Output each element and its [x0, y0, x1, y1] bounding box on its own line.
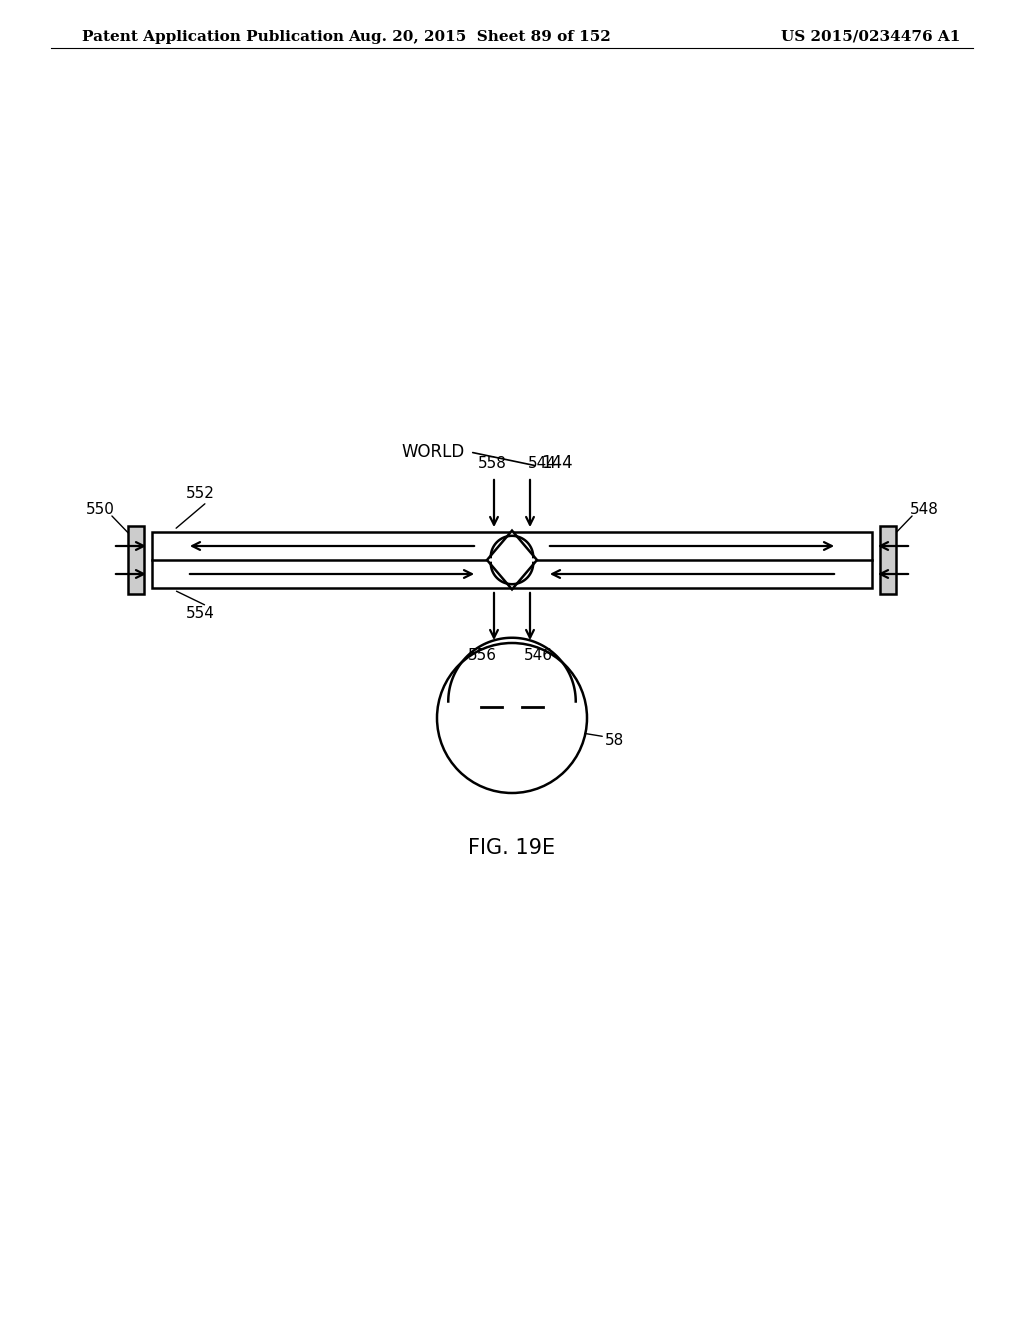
Text: 144: 144 [541, 454, 572, 473]
Text: 544: 544 [527, 457, 556, 471]
Text: 58: 58 [605, 733, 625, 748]
Text: FIG. 19E: FIG. 19E [468, 838, 556, 858]
Text: WORLD: WORLD [401, 444, 465, 461]
Text: 548: 548 [909, 503, 938, 517]
Text: US 2015/0234476 A1: US 2015/0234476 A1 [780, 30, 961, 44]
Text: 554: 554 [185, 606, 214, 620]
Bar [152, 532, 872, 587]
Text: 558: 558 [477, 457, 507, 471]
Text: 550: 550 [86, 503, 115, 517]
Text: Aug. 20, 2015  Sheet 89 of 152: Aug. 20, 2015 Sheet 89 of 152 [348, 30, 611, 44]
Text: 552: 552 [185, 487, 214, 502]
Text: 556: 556 [468, 648, 497, 664]
Text: 546: 546 [523, 648, 553, 664]
Circle shape [437, 643, 587, 793]
Bar [128, 525, 144, 594]
Bar [880, 525, 896, 594]
Text: Patent Application Publication: Patent Application Publication [82, 30, 344, 44]
Polygon shape [487, 531, 537, 590]
